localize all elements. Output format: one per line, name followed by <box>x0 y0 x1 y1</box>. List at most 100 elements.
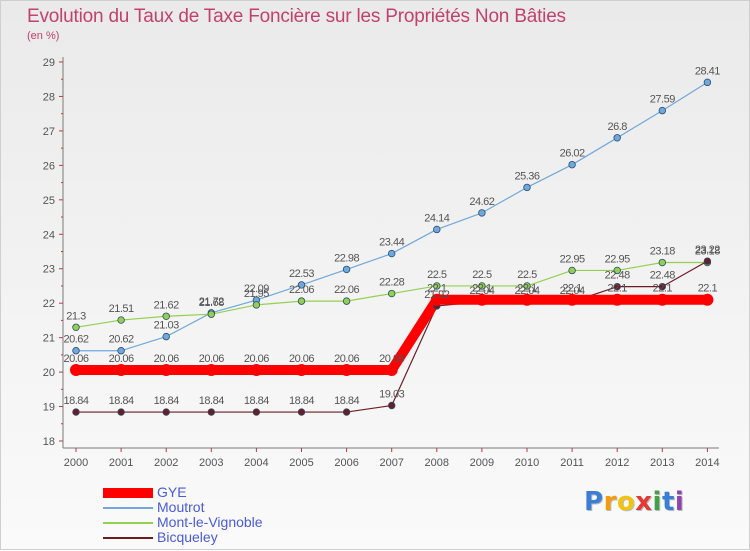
data-label-bicqueley: 18.84 <box>109 395 134 407</box>
data-point-bicqueley <box>658 282 666 291</box>
data-label-gye: 20.06 <box>244 353 269 365</box>
data-label-bicqueley: 19.03 <box>379 389 404 401</box>
x-tick-label: 2007 <box>379 457 403 469</box>
data-point-moutrot <box>433 225 441 234</box>
unit-label: (en %) <box>27 30 60 42</box>
data-label-moutrot: 24.62 <box>469 196 494 208</box>
data-label-gye: 22.1 <box>472 283 492 295</box>
y-tick-label: 27 <box>43 126 55 138</box>
data-label-gye: 22.1 <box>517 283 537 295</box>
data-label-moutrot: 21.03 <box>154 320 179 332</box>
y-tick-label: 22 <box>43 298 55 310</box>
data-point-moutrot <box>117 347 125 355</box>
data-point-mont-le-vignoble <box>72 323 80 331</box>
y-tick-label: 21 <box>43 333 55 345</box>
data-point-moutrot <box>72 347 80 355</box>
data-point-mont-le-vignoble <box>207 310 215 318</box>
data-label-bicqueley: 22.04 <box>469 285 494 297</box>
data-point-bicqueley <box>252 408 261 416</box>
data-point-bicqueley <box>297 408 306 416</box>
data-label-mont-le-vignoble: 21.3 <box>66 310 86 322</box>
y-tick-label: 25 <box>43 195 55 207</box>
legend-label: Mont-le-Vignoble <box>157 514 263 530</box>
data-label-mont-le-vignoble: 22.95 <box>560 253 585 265</box>
data-label-gye: 22.1 <box>607 283 627 295</box>
y-tick-label: 20 <box>43 367 55 379</box>
data-point-moutrot <box>162 332 170 341</box>
x-tick-label: 2002 <box>154 457 178 469</box>
data-point-moutrot <box>297 281 306 289</box>
data-point-mont-le-vignoble <box>523 282 531 290</box>
x-tick-label: 2001 <box>109 457 133 469</box>
x-tick-label: 2014 <box>695 457 719 469</box>
data-point-mont-le-vignoble <box>388 289 396 298</box>
data-point-gye <box>475 293 488 306</box>
proxiti-logo: Proxiti <box>584 487 685 517</box>
data-point-gye <box>430 293 443 306</box>
x-tick-label: 2005 <box>289 457 313 469</box>
data-label-mont-le-vignoble: 22.06 <box>289 284 314 296</box>
legend-swatch <box>103 522 153 524</box>
data-point-gye <box>656 293 669 306</box>
data-point-bicqueley <box>613 282 621 291</box>
data-point-mont-le-vignoble <box>252 301 261 309</box>
data-label-gye: 20.06 <box>199 353 224 365</box>
data-point-bicqueley <box>162 408 170 416</box>
x-tick-label: 2010 <box>515 457 539 469</box>
data-point-moutrot <box>658 106 666 115</box>
data-label-mont-le-vignoble: 23.18 <box>650 246 675 258</box>
data-point-gye <box>115 364 128 377</box>
data-label-moutrot: 21.72 <box>199 296 224 308</box>
series-points <box>70 78 714 416</box>
data-label-moutrot: 25.36 <box>514 170 539 182</box>
data-label-moutrot: 23.44 <box>379 237 404 249</box>
data-label-gye: 20.06 <box>63 353 88 365</box>
y-tick-label: 18 <box>43 436 55 448</box>
data-label-mont-le-vignoble: 22.5 <box>472 269 492 281</box>
data-point-gye <box>250 364 263 377</box>
data-label-mont-le-vignoble: 21.68 <box>199 297 224 309</box>
axes <box>62 57 719 449</box>
data-label-bicqueley: 18.84 <box>199 395 224 407</box>
data-label-bicqueley: 23.22 <box>695 244 720 256</box>
data-label-moutrot: 26.02 <box>560 148 585 160</box>
data-label-mont-le-vignoble: 21.95 <box>244 288 269 300</box>
y-tick-label: 19 <box>43 402 55 414</box>
y-axis-ticks: 18 19 20 21 22 23 24 25 26 27 28 29 <box>43 57 63 448</box>
data-point-moutrot <box>478 209 486 217</box>
x-tick-label: 2000 <box>64 457 88 469</box>
x-tick-label: 2012 <box>605 457 629 469</box>
data-point-mont-le-vignoble <box>478 282 486 290</box>
chart-title: Evolution du Taux de Taxe Foncière sur l… <box>27 6 566 27</box>
data-point-mont-le-vignoble <box>568 266 576 275</box>
data-point-moutrot <box>523 183 531 192</box>
data-point-mont-le-vignoble <box>297 297 306 305</box>
y-tick-label: 26 <box>43 160 55 172</box>
data-label-moutrot: 20.62 <box>109 334 134 346</box>
data-label-moutrot: 22.09 <box>244 283 269 295</box>
y-tick-label: 24 <box>43 229 55 241</box>
data-label-mont-le-vignoble: 22.28 <box>379 277 404 289</box>
data-label-moutrot: 28.41 <box>695 65 720 77</box>
data-label-moutrot: 22.53 <box>289 268 314 280</box>
data-point-bicqueley <box>72 408 80 416</box>
data-label-moutrot: 20.62 <box>63 334 88 346</box>
y-tick-label: 23 <box>43 264 55 276</box>
data-point-bicqueley <box>342 408 351 416</box>
legend-label: Bicqueley <box>157 529 218 545</box>
data-point-gye <box>295 364 308 377</box>
data-label-bicqueley: 21.92 <box>424 289 449 301</box>
data-point-moutrot <box>342 265 351 274</box>
data-label-bicqueley: 18.84 <box>289 395 314 407</box>
data-label-bicqueley: 22.48 <box>605 270 630 282</box>
x-tick-label: 2008 <box>425 457 449 469</box>
data-point-mont-le-vignoble <box>433 282 441 290</box>
data-label-mont-le-vignoble: 21.51 <box>109 303 134 315</box>
data-label-moutrot: 22.98 <box>334 252 359 264</box>
data-label-mont-le-vignoble: 21.62 <box>154 299 179 311</box>
data-point-gye <box>566 293 579 306</box>
legend-swatch <box>103 488 153 498</box>
data-point-gye <box>521 293 533 306</box>
